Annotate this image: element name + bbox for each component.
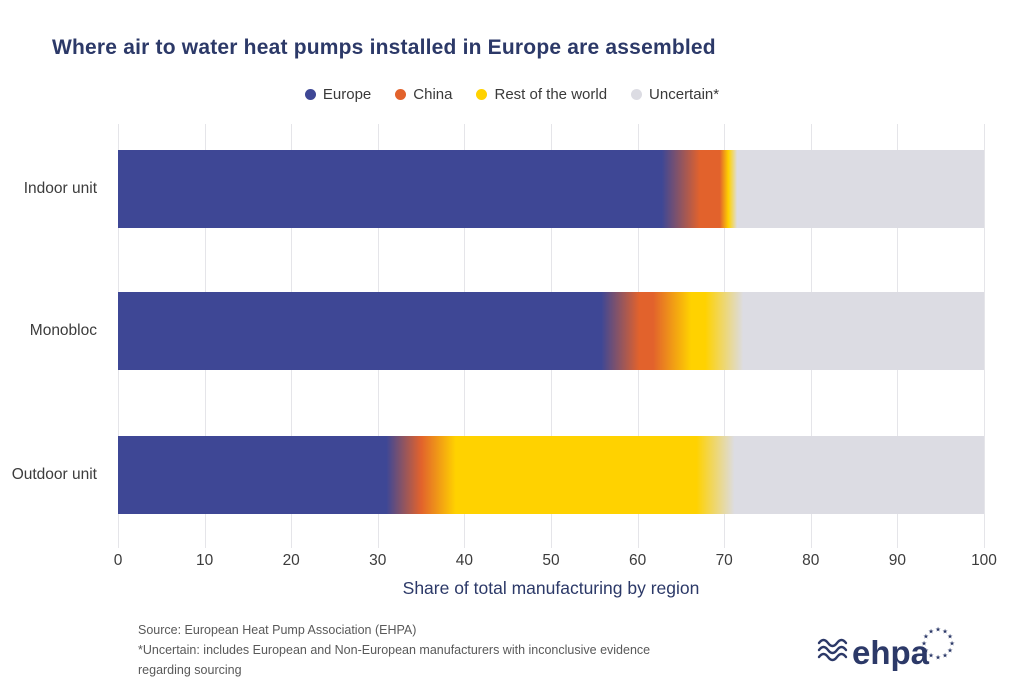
footer-notes: Source: European Heat Pump Association (… — [138, 620, 650, 680]
x-tick-label: 80 — [802, 552, 820, 569]
source-note: Source: European Heat Pump Association (… — [138, 623, 417, 637]
legend-label: China — [413, 86, 453, 103]
legend-item-uncertain: Uncertain* — [631, 86, 719, 103]
legend-dot-icon — [395, 89, 407, 100]
chart-title: Where air to water heat pumps installed … — [52, 36, 716, 59]
star-icon: ★ — [928, 652, 934, 660]
x-axis-label: Share of total manufacturing by region — [402, 578, 700, 598]
legend-dot-icon — [304, 89, 316, 100]
legend-item-china: China — [395, 86, 452, 103]
logo-wordmark: ehpa — [852, 634, 930, 671]
legend-item-europe: Europe — [304, 86, 372, 103]
category-label-indoor-unit: Indoor unit — [23, 180, 97, 197]
x-tick-label: 20 — [282, 552, 300, 569]
uncertain-note-line2: regarding sourcing — [138, 663, 242, 677]
legend-dot-icon — [631, 89, 643, 100]
legend-label: Europe — [322, 86, 372, 103]
star-icon: ★ — [935, 626, 941, 634]
legend: Europe China Rest of the world Uncertain* — [0, 86, 1024, 103]
star-icon: ★ — [921, 640, 927, 648]
bar-outdoor-unit — [118, 436, 984, 514]
bar-monobloc — [118, 292, 984, 370]
star-icon: ★ — [942, 652, 948, 660]
bar-indoor-unit — [118, 150, 984, 228]
x-tick-label: 100 — [971, 552, 997, 569]
x-tick-label: 50 — [542, 552, 560, 569]
x-tick-label: 0 — [113, 552, 123, 569]
category-axis: Indoor unit Monobloc Outdoor unit — [0, 124, 108, 548]
x-tick-label: 40 — [455, 552, 474, 569]
star-icon: ★ — [928, 627, 934, 635]
star-icon: ★ — [923, 633, 929, 641]
x-tick-label: 70 — [715, 552, 733, 569]
ehpa-logo: ehpa ★ ★ ★ ★ ★ ★ ★ ★ ★ ★ ★ ★ — [817, 626, 955, 671]
star-icon: ★ — [947, 647, 953, 655]
eu-stars-icon: ★ ★ ★ ★ ★ ★ ★ ★ ★ ★ ★ ★ — [921, 626, 955, 662]
star-icon: ★ — [947, 633, 953, 641]
legend-dot-icon — [476, 89, 488, 100]
legend-item-rest-of-the-world: Rest of the world — [476, 86, 607, 103]
legend-label: Uncertain* — [649, 86, 720, 103]
x-tick-label: 60 — [628, 552, 647, 569]
legend-label: Rest of the world — [494, 86, 608, 103]
x-tick-label: 30 — [369, 552, 387, 569]
x-axis-ticks: 0 10 20 30 40 50 60 70 80 90 100 — [114, 552, 997, 572]
plot-area — [118, 124, 985, 548]
uncertain-note-line1: *Uncertain: includes European and Non-Eu… — [138, 643, 651, 657]
category-label-monobloc: Monobloc — [29, 322, 97, 339]
x-tick-label: 90 — [888, 552, 907, 569]
x-tick-label: 10 — [195, 552, 214, 569]
gridline — [984, 124, 985, 548]
star-icon: ★ — [935, 654, 941, 662]
waves-icon — [817, 638, 848, 662]
star-icon: ★ — [949, 640, 955, 648]
star-icon: ★ — [923, 647, 929, 655]
category-label-outdoor-unit: Outdoor unit — [11, 466, 97, 483]
star-icon: ★ — [942, 627, 948, 635]
